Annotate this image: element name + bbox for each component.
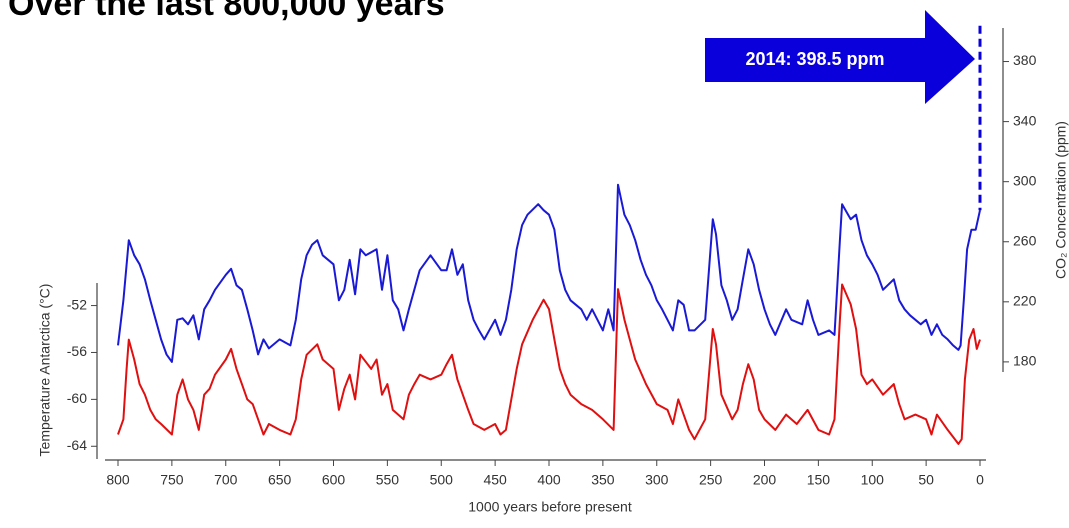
y2-tick-label: 220 <box>1013 293 1037 309</box>
x-axis-label: 1000 years before present <box>468 499 632 515</box>
x-tick-label: 250 <box>699 472 723 488</box>
y2-axis-label: CO₂ Concentration (ppm) <box>1053 121 1069 279</box>
x-tick-label: 650 <box>268 472 292 488</box>
x-tick-label: 700 <box>214 472 238 488</box>
annotation-arrow <box>705 10 975 104</box>
y2-tick-label: 340 <box>1013 112 1037 128</box>
y2-tick-label: 300 <box>1013 172 1037 188</box>
y2-tick-label: 180 <box>1013 353 1037 369</box>
x-tick-label: 400 <box>537 472 561 488</box>
x-tick-label: 300 <box>645 472 669 488</box>
y2-tick-label: 380 <box>1013 52 1037 68</box>
y-tick-label: -60 <box>67 390 87 406</box>
x-tick-label: 350 <box>591 472 615 488</box>
x-tick-label: 500 <box>430 472 454 488</box>
y-tick-label: -64 <box>67 437 87 453</box>
annotation-label: 2014: 398.5 ppm <box>745 49 884 69</box>
y-tick-label: -56 <box>67 343 87 359</box>
data-line <box>117 283 981 445</box>
data-line <box>117 183 981 363</box>
x-tick-label: 750 <box>160 472 184 488</box>
x-tick-label: 150 <box>807 472 831 488</box>
y2-tick-label: 260 <box>1013 232 1037 248</box>
x-tick-label: 550 <box>376 472 400 488</box>
x-tick-label: 100 <box>861 472 885 488</box>
annotation: 2014: 398.5 ppm <box>705 10 975 104</box>
x-tick-label: 800 <box>106 472 130 488</box>
x-tick-label: 50 <box>918 472 934 488</box>
y-axis-label: Temperature Antarctica (°C) <box>37 284 53 457</box>
x-tick-label: 600 <box>322 472 346 488</box>
chart-title: Over the last 800,000 years <box>8 0 445 23</box>
x-tick-label: 0 <box>976 472 984 488</box>
x-tick-label: 200 <box>753 472 777 488</box>
x-tick-label: 450 <box>483 472 507 488</box>
y-tick-label: -52 <box>67 296 87 312</box>
